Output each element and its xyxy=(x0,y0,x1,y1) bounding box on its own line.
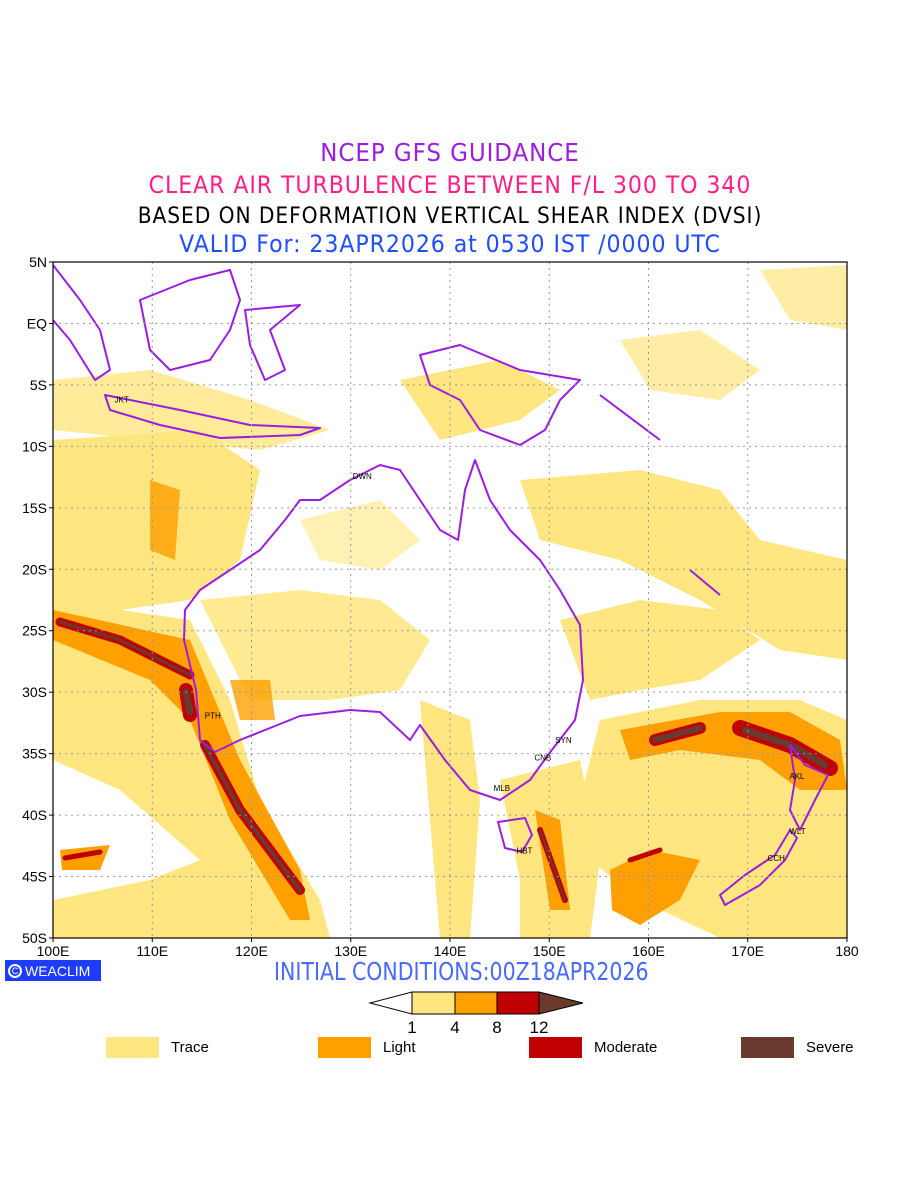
colorbar-moderate xyxy=(496,991,540,1015)
lat-label: 35S xyxy=(22,746,47,762)
lat-label: 20S xyxy=(22,561,47,577)
city-label: CNB xyxy=(534,753,551,762)
legend-label: Moderate xyxy=(594,1039,658,1056)
title-parameter: CLEAR AIR TURBULENCE BETWEEN F/L 300 TO … xyxy=(148,171,752,199)
weaclim-badge: C WEACLIM xyxy=(5,960,101,981)
sulawesi-coast xyxy=(244,304,301,381)
city-label: HBT xyxy=(516,847,532,856)
colorbar-tick: 4 xyxy=(450,1018,459,1037)
lat-label: 45S xyxy=(22,869,47,885)
lon-label: 150E xyxy=(533,943,566,959)
city-label: CCH xyxy=(768,854,786,863)
colorbar xyxy=(368,991,584,1015)
city-label: AKL xyxy=(789,772,805,781)
city-label: DWN xyxy=(353,472,372,481)
legend-severe: Severe xyxy=(741,1037,854,1058)
lat-label: 50S xyxy=(22,930,47,946)
legend-label: Severe xyxy=(806,1039,854,1056)
lon-label: 110E xyxy=(136,943,168,959)
lon-label: 130E xyxy=(334,943,367,959)
lat-label: 5N xyxy=(29,254,47,270)
lat-label: 10S xyxy=(22,438,47,454)
city-label: SYN xyxy=(555,736,572,745)
title-method: BASED ON DEFORMATION VERTICAL SHEAR INDE… xyxy=(137,204,763,229)
colorbar-light xyxy=(454,991,498,1015)
coastlines xyxy=(53,264,829,906)
legend-label: Trace xyxy=(171,1039,209,1056)
legend-swatch xyxy=(741,1037,794,1058)
lat-label: 5S xyxy=(30,377,47,393)
legend-swatch xyxy=(318,1037,371,1058)
city-label: JKT xyxy=(114,396,128,405)
moderate-severe-streaks xyxy=(55,617,838,903)
badge-label: WEACLIM xyxy=(25,962,91,979)
borneo-coast xyxy=(139,269,241,371)
vanuatu-coast xyxy=(689,569,721,596)
new-zealand-south-coast xyxy=(719,829,798,906)
turbulence-field xyxy=(53,264,847,938)
lon-label: 120E xyxy=(235,943,268,959)
lon-label: 160E xyxy=(632,943,665,959)
lon-label: 140E xyxy=(434,943,467,959)
lat-label: 30S xyxy=(22,684,47,700)
sumatra-coast xyxy=(53,264,111,381)
title-product: NCEP GFS GUIDANCE xyxy=(320,138,580,167)
legend-light: Light xyxy=(318,1037,416,1058)
lat-label: 15S xyxy=(22,500,47,516)
colorbar-tick: 12 xyxy=(530,1018,549,1037)
copyright-icon: C xyxy=(8,963,22,978)
lon-label: 100E xyxy=(37,943,70,959)
legend-label: Light xyxy=(383,1039,416,1056)
legend-swatch xyxy=(106,1037,159,1058)
australia-coast xyxy=(183,459,584,801)
city-label: PTH xyxy=(205,712,221,721)
colorbar-tick: 8 xyxy=(492,1018,501,1037)
legend-trace: Trace xyxy=(106,1037,209,1058)
tasmania-coast xyxy=(497,817,533,853)
lat-label: 25S xyxy=(22,623,47,639)
city-label: MLB xyxy=(494,784,510,793)
lat-label: EQ xyxy=(27,315,47,331)
colorbar-below-1 xyxy=(368,991,413,1015)
new-zealand-north-coast xyxy=(789,744,829,831)
city-label: WLT xyxy=(789,827,805,836)
title-valid-time: VALID For: 23APR2026 at 0530 IST /0000 U… xyxy=(179,230,721,258)
colorbar-severe xyxy=(538,991,584,1015)
solomons-coast xyxy=(599,394,661,441)
graticule xyxy=(53,262,847,938)
lat-label: 40S xyxy=(22,807,47,823)
legend-swatch xyxy=(529,1037,582,1058)
lon-label: 180 xyxy=(835,943,859,959)
new-guinea-coast xyxy=(419,344,581,446)
colorbar-tick: 1 xyxy=(407,1018,416,1037)
legend-moderate: Moderate xyxy=(529,1037,657,1058)
initial-conditions: INITIAL CONDITIONS:00Z18APR2026 xyxy=(274,957,649,986)
colorbar-trace xyxy=(411,991,456,1015)
java-coast xyxy=(104,394,321,439)
lon-label: 170E xyxy=(731,943,764,959)
